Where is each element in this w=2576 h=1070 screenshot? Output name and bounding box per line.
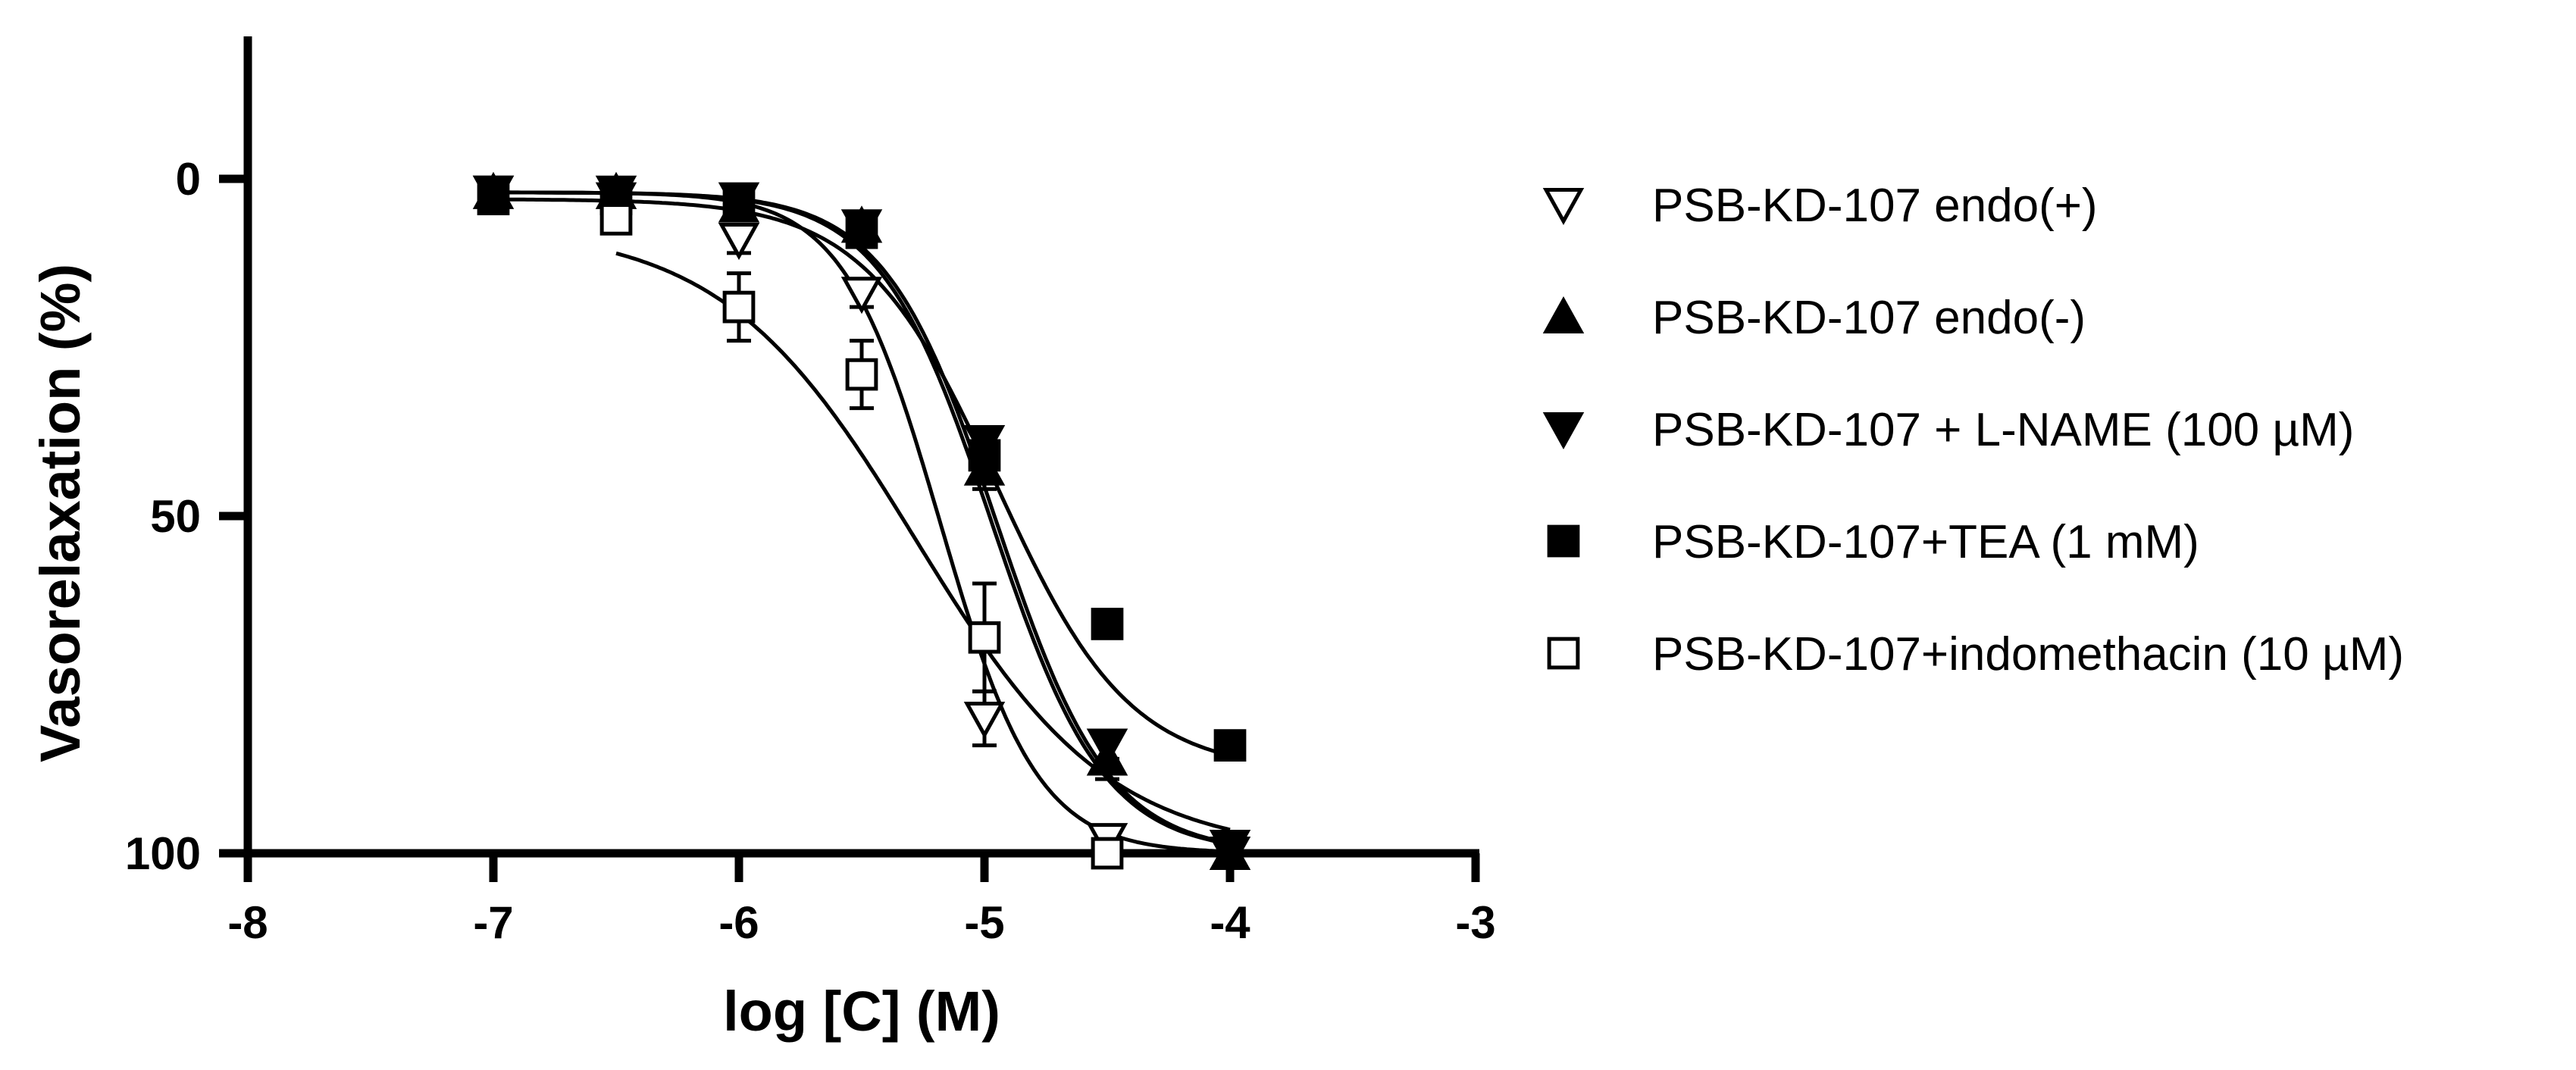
axes: -8 -7 -6 -5 -4 -3 0 50 100 <box>125 36 1496 948</box>
data-points <box>472 171 1251 874</box>
data-point <box>1547 637 1580 670</box>
legend-entry-2: PSB-KD-107 endo(-) <box>1542 292 2086 344</box>
data-point <box>1091 837 1124 870</box>
error-bars <box>604 190 1242 862</box>
data-point <box>1542 296 1585 334</box>
data-point <box>1542 187 1585 225</box>
x-tick-label: -6 <box>718 897 759 948</box>
x-axis-title: log [C] (M) <box>723 980 1000 1043</box>
fit-curve-5 <box>615 251 1231 832</box>
legend-label: PSB-KD-107 endo(+) <box>1652 180 2098 232</box>
legend-label: PSB-KD-107+TEA (1 mM) <box>1652 516 2199 568</box>
data-point <box>845 216 878 249</box>
x-tick-label: -8 <box>227 897 268 948</box>
data-point <box>477 183 510 216</box>
x-tick-label: -4 <box>1210 897 1250 948</box>
legend-label: PSB-KD-107+indomethacin (10 µM) <box>1652 628 2404 680</box>
x-tick-label: -3 <box>1455 897 1495 948</box>
legend: PSB-KD-107 endo(+) PSB-KD-107 endo(-) PSB-… <box>1542 180 2404 680</box>
y-tick-label: 0 <box>176 154 201 205</box>
x-tick-label: -7 <box>473 897 513 948</box>
data-point <box>1086 728 1128 766</box>
data-point <box>1542 411 1585 449</box>
data-point <box>1209 830 1251 868</box>
data-point <box>599 203 633 236</box>
legend-label: PSB-KD-107 endo(-) <box>1652 292 2086 344</box>
data-point <box>1091 608 1124 640</box>
legend-entry-1: PSB-KD-107 endo(+) <box>1542 180 2098 232</box>
legend-label: PSB-KD-107 + L-NAME (100 µM) <box>1652 404 2354 456</box>
legend-entry-5: PSB-KD-107+indomethacin (10 µM) <box>1547 628 2404 680</box>
legend-entry-3: PSB-KD-107 + L-NAME (100 µM) <box>1542 404 2354 456</box>
x-tick-label: -5 <box>964 897 1004 948</box>
data-point <box>840 277 883 314</box>
y-axis-title: Vasorelaxation (%) <box>29 264 92 762</box>
data-point <box>718 223 760 261</box>
data-point <box>722 189 756 222</box>
y-tick-label: 100 <box>125 828 201 879</box>
data-point <box>722 290 756 324</box>
data-point <box>968 439 1001 472</box>
data-point <box>1547 524 1580 558</box>
data-point <box>963 701 1006 739</box>
data-point <box>845 358 878 391</box>
legend-entry-4: PSB-KD-107+TEA (1 mM) <box>1547 516 2199 568</box>
data-point <box>968 621 1001 654</box>
y-tick-label: 50 <box>150 491 201 542</box>
data-point <box>1213 729 1247 762</box>
